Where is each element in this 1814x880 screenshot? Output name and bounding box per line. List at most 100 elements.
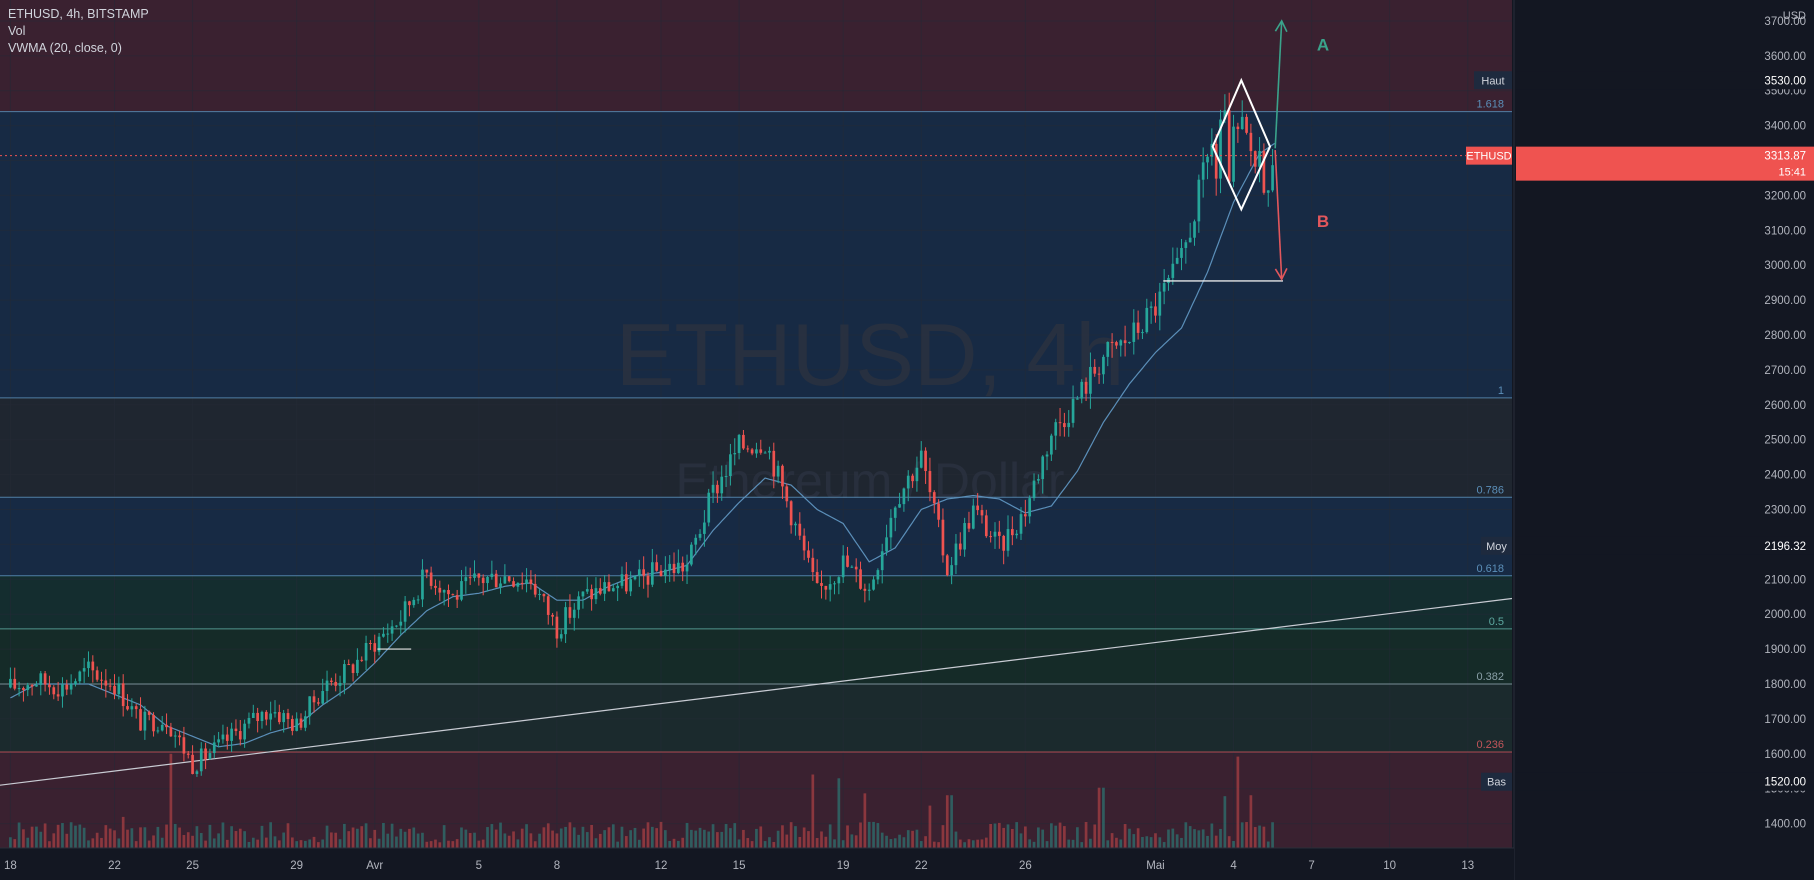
volume-bar <box>100 837 103 848</box>
price-tick-label: 1800.00 <box>1764 679 1806 691</box>
candle-body <box>78 671 82 682</box>
volume-bar <box>585 832 589 848</box>
legend-symbol[interactable]: ETHUSD, 4h, BITSTAMP <box>8 7 149 21</box>
candle <box>507 575 511 583</box>
candle-body <box>828 584 832 590</box>
drawings[interactable]: AB <box>0 19 1512 650</box>
candle-body <box>520 582 524 584</box>
volume-bar <box>729 828 732 848</box>
candle <box>494 570 498 588</box>
volume-bar <box>395 836 398 848</box>
time-tick-label: 29 <box>290 860 303 872</box>
candle-body <box>620 574 624 586</box>
candle <box>1128 341 1131 344</box>
candle-body <box>286 713 290 719</box>
candle-body <box>35 684 38 687</box>
candle-body <box>594 588 598 600</box>
candle <box>286 708 290 729</box>
candle <box>416 595 420 604</box>
price-tick-label: 2000.00 <box>1764 609 1806 621</box>
candle-body <box>221 734 225 740</box>
candle-body <box>338 682 342 686</box>
fib-level-label: 1 <box>1498 385 1504 397</box>
price-axis[interactable]: USD1400.001500.001600.001700.001800.0019… <box>1513 0 1814 880</box>
badge-label: Moy <box>1486 541 1507 553</box>
legend-vwma[interactable]: VWMA (20, close, 0) <box>8 41 122 55</box>
candle <box>980 504 984 524</box>
candle-body <box>473 573 476 578</box>
candle <box>733 438 737 466</box>
candle-body <box>308 696 312 717</box>
candle-body <box>954 543 958 566</box>
candle <box>711 471 715 504</box>
volume-bar <box>1240 822 1244 848</box>
candle-body <box>742 434 745 449</box>
price-tick-label: 3600.00 <box>1764 51 1806 63</box>
candle <box>724 464 728 488</box>
candle-body <box>377 636 381 652</box>
legend-volume[interactable]: Vol <box>8 24 26 38</box>
badge-current-label-bg <box>1466 146 1512 165</box>
candle-body <box>637 569 641 576</box>
candle <box>585 577 589 595</box>
candle-body <box>1050 435 1053 455</box>
candle <box>915 456 919 492</box>
volume-bar <box>1136 828 1140 848</box>
volume-bar <box>126 829 129 848</box>
volume-bar <box>403 831 407 848</box>
candle-body <box>230 728 233 741</box>
volume-bar <box>243 831 246 848</box>
candle-body <box>160 724 164 731</box>
candle <box>238 720 242 746</box>
volume-bar <box>885 835 888 848</box>
volume-bar <box>377 838 381 848</box>
volume-bar <box>863 793 867 848</box>
candle-body <box>1245 116 1248 133</box>
volume-bar <box>1037 827 1040 848</box>
candle-body <box>1262 150 1266 193</box>
volume-bar <box>1067 839 1071 848</box>
candle <box>1206 153 1209 180</box>
volume-bar <box>230 826 233 848</box>
candle-body <box>416 599 420 601</box>
volume-bar <box>711 824 715 848</box>
candle <box>568 594 572 624</box>
candle <box>82 657 86 684</box>
candle-body <box>121 683 125 707</box>
candle-body <box>1028 498 1032 517</box>
volume-bar <box>1232 841 1235 848</box>
volume-bar <box>160 837 164 848</box>
candle-body <box>976 505 979 511</box>
volume-bar <box>811 774 815 848</box>
candle-body <box>312 696 316 703</box>
candle <box>1253 150 1257 174</box>
volume-bar <box>889 839 893 848</box>
volume-bar <box>685 822 689 848</box>
volume-bar <box>74 825 77 848</box>
candle <box>590 584 593 611</box>
volume-bar <box>1097 787 1101 848</box>
candle-body <box>260 711 264 722</box>
volume-bar <box>338 839 342 848</box>
candle <box>130 698 134 717</box>
volume-bar <box>555 833 559 848</box>
volume-bar <box>789 822 793 848</box>
trendline[interactable] <box>0 597 1513 786</box>
candle-body <box>585 589 589 592</box>
volume-bar <box>833 839 836 848</box>
candle <box>690 542 693 567</box>
candle-body <box>763 452 767 454</box>
candle <box>746 445 750 453</box>
volume-bar <box>277 840 281 848</box>
volume-bar <box>954 831 958 848</box>
volume-bar <box>191 835 194 848</box>
volume-bar <box>919 841 923 848</box>
time-axis[interactable]: 18 22 25 29 Avr 5 8 12 15 19 22 26 Mai 4 7 10 13 <box>0 847 1514 880</box>
candle-body <box>525 579 528 584</box>
volume-bar <box>1071 839 1075 848</box>
watermark-symbol: ETHUSD, 4h <box>616 305 1125 404</box>
volume-bar <box>1145 836 1149 848</box>
candle <box>382 627 385 638</box>
time-tick-label: 13 <box>1461 860 1474 872</box>
